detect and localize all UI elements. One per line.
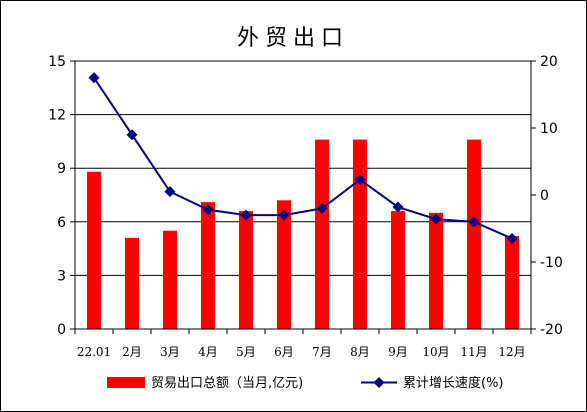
line-path	[93, 77, 513, 240]
bar	[162, 230, 178, 329]
category-label: 2月	[122, 345, 142, 359]
right-axis-ticks: -20 -10 0 10 20	[540, 54, 563, 338]
category-labels: 22.01 2月 3月 4月 5月 6月 7月 8月 9月 10月 11月 12月	[77, 345, 526, 359]
bar	[276, 200, 292, 329]
legend-label-bar: 贸易出口总额（当月,亿元)	[151, 376, 303, 391]
left-tick-label: 15	[48, 54, 66, 70]
category-label: 5月	[236, 345, 256, 359]
right-tick-label: 10	[540, 121, 558, 137]
line-point	[354, 174, 366, 186]
line-point	[240, 209, 252, 221]
bar	[314, 139, 330, 329]
line-point	[430, 213, 442, 225]
line-series	[88, 72, 518, 245]
line-point	[506, 233, 518, 245]
right-tick-label: -10	[540, 255, 563, 271]
category-label: 11月	[460, 345, 487, 359]
bar-series	[86, 139, 520, 329]
legend-diamond-marker	[373, 377, 385, 388]
category-label: 10月	[422, 345, 449, 359]
plot-area	[75, 61, 531, 329]
line-point	[202, 204, 214, 216]
line-point	[468, 216, 480, 228]
line-point	[126, 129, 138, 141]
line-point	[88, 72, 100, 84]
left-tick-label: 12	[48, 108, 66, 124]
category-label: 7月	[312, 345, 332, 359]
bar	[466, 139, 482, 329]
line-point	[392, 201, 404, 213]
legend-swatch-bar	[107, 377, 145, 388]
left-tick-label: 0	[57, 322, 66, 338]
category-label: 9月	[388, 345, 408, 359]
left-tick-label: 9	[57, 161, 66, 177]
left-axis-ticks: 0 3 6 9 12 15	[48, 54, 66, 338]
bar	[428, 212, 444, 329]
bar	[390, 211, 406, 329]
bar	[200, 202, 216, 329]
legend-label-line: 累计增长速度(%)	[403, 375, 504, 391]
category-label: 12月	[498, 345, 525, 359]
category-label: 8月	[350, 345, 370, 359]
line-point	[164, 186, 176, 198]
line-point	[316, 202, 328, 214]
left-tick-label: 6	[57, 215, 66, 231]
category-label: 22.01	[77, 345, 111, 359]
bar	[352, 139, 368, 329]
category-label: 4月	[198, 345, 218, 359]
line-point	[278, 209, 290, 221]
category-label: 6月	[274, 345, 294, 359]
bar	[86, 171, 102, 329]
legend: 贸易出口总额（当月,亿元) 累计增长速度(%)	[107, 375, 504, 391]
bar	[238, 211, 254, 329]
right-tick-label: 20	[540, 54, 558, 70]
axes	[70, 60, 536, 334]
chart-title: 外贸出口	[237, 26, 349, 51]
left-tick-label: 3	[57, 268, 66, 284]
right-tick-label: -20	[540, 322, 563, 338]
bar	[124, 237, 140, 329]
bar	[504, 236, 520, 329]
right-tick-label: 0	[540, 188, 549, 204]
category-label: 3月	[160, 345, 180, 359]
